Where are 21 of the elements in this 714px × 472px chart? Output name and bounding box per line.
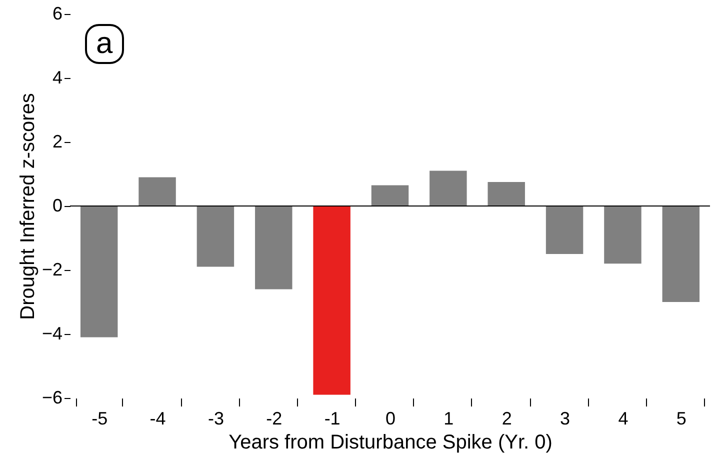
x-tick-label: 5 [676, 408, 686, 428]
x-tick-label: -1 [324, 408, 340, 428]
x-tick-label: 3 [560, 408, 570, 428]
x-tick-label: 1 [444, 408, 454, 428]
x-tick-label: 0 [385, 408, 396, 428]
x-tick-label: -2 [266, 408, 282, 428]
x-tick-label: 4 [618, 408, 628, 428]
y-tick-label: 6 [52, 4, 62, 24]
annotation: a [85, 24, 124, 64]
x-tick-label: -3 [208, 408, 224, 428]
y-tick-label: −4 [42, 324, 62, 344]
y-tick-label: 0 [52, 196, 62, 216]
x-tick-label: 2 [502, 408, 512, 428]
x-tick-label: -5 [92, 408, 108, 428]
y-axis-title: Drought Inferred z-scores [16, 93, 39, 320]
x-tick-label: -4 [150, 408, 166, 428]
y-tick-label: 2 [52, 132, 62, 152]
y-tick-label: 4 [52, 68, 62, 88]
x-axis-title: Years from Disturbance Spike (Yr. 0) [228, 432, 552, 454]
y-tick-label: −6 [42, 388, 62, 408]
y-tick-label: −2 [42, 260, 62, 280]
